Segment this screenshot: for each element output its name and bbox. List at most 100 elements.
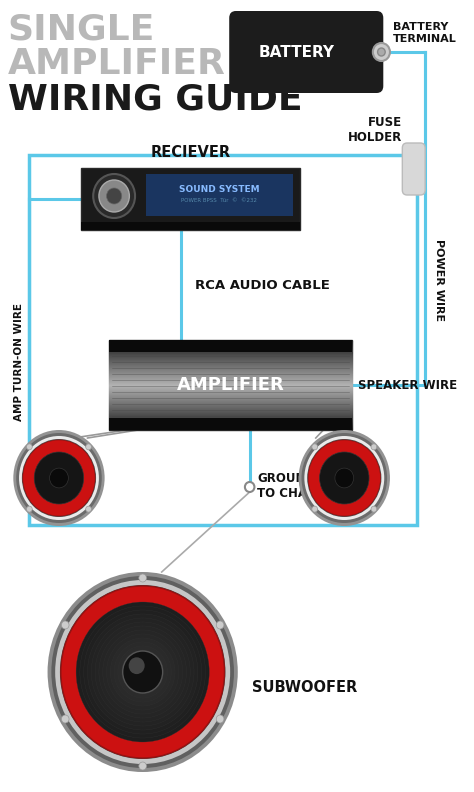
Polygon shape xyxy=(109,379,352,380)
Polygon shape xyxy=(109,417,352,418)
Circle shape xyxy=(84,610,201,734)
Polygon shape xyxy=(109,377,352,378)
Polygon shape xyxy=(109,353,352,354)
Polygon shape xyxy=(109,413,352,414)
Polygon shape xyxy=(109,384,352,385)
Text: BATTERY: BATTERY xyxy=(259,44,335,59)
Polygon shape xyxy=(109,354,352,355)
Circle shape xyxy=(27,444,32,450)
Circle shape xyxy=(93,174,135,218)
Polygon shape xyxy=(109,401,352,402)
Polygon shape xyxy=(109,350,352,351)
Text: POWER BPSS  Tür  ©  ©232: POWER BPSS Tür © ©232 xyxy=(181,197,257,203)
Polygon shape xyxy=(109,399,352,400)
Circle shape xyxy=(118,646,167,698)
Circle shape xyxy=(137,666,148,678)
Circle shape xyxy=(91,618,194,726)
Polygon shape xyxy=(109,414,352,415)
Polygon shape xyxy=(109,363,352,364)
Polygon shape xyxy=(109,408,352,409)
Circle shape xyxy=(133,662,152,682)
Polygon shape xyxy=(109,369,352,370)
Polygon shape xyxy=(109,345,352,346)
Circle shape xyxy=(141,670,145,674)
Polygon shape xyxy=(109,380,352,381)
Polygon shape xyxy=(109,418,352,419)
Polygon shape xyxy=(109,347,352,348)
Text: WIRING GUIDE: WIRING GUIDE xyxy=(8,82,302,116)
Polygon shape xyxy=(109,395,352,396)
Polygon shape xyxy=(109,342,352,343)
Polygon shape xyxy=(109,381,352,382)
Polygon shape xyxy=(109,406,352,407)
Text: AMPLIFIER: AMPLIFIER xyxy=(8,47,226,81)
Text: AMP TURN-ON WIRE: AMP TURN-ON WIRE xyxy=(14,303,24,421)
Polygon shape xyxy=(109,341,352,342)
Circle shape xyxy=(86,444,91,450)
Polygon shape xyxy=(109,412,352,413)
Circle shape xyxy=(61,586,225,758)
Text: SPEAKER WIRE: SPEAKER WIRE xyxy=(357,379,457,391)
Text: GROUND
TO CHASSIS: GROUND TO CHASSIS xyxy=(257,472,337,500)
Polygon shape xyxy=(109,407,352,408)
Circle shape xyxy=(88,614,198,730)
Polygon shape xyxy=(109,356,352,357)
Polygon shape xyxy=(109,371,352,372)
Text: FUSE
HOLDER: FUSE HOLDER xyxy=(348,116,402,144)
Polygon shape xyxy=(109,410,352,411)
Circle shape xyxy=(22,439,96,517)
Circle shape xyxy=(99,626,186,718)
Polygon shape xyxy=(109,405,352,406)
Circle shape xyxy=(123,651,163,693)
Circle shape xyxy=(50,468,68,488)
Polygon shape xyxy=(109,374,352,375)
Polygon shape xyxy=(109,366,352,367)
Polygon shape xyxy=(109,393,352,394)
Circle shape xyxy=(110,638,175,706)
Circle shape xyxy=(378,48,385,56)
Polygon shape xyxy=(109,409,352,410)
Polygon shape xyxy=(109,404,352,405)
FancyBboxPatch shape xyxy=(229,11,383,93)
Text: SUBWOOFER: SUBWOOFER xyxy=(252,680,357,695)
Circle shape xyxy=(16,433,102,523)
Polygon shape xyxy=(109,421,352,422)
Circle shape xyxy=(126,654,160,690)
Circle shape xyxy=(76,602,209,742)
Circle shape xyxy=(107,634,179,710)
Circle shape xyxy=(216,715,224,723)
Circle shape xyxy=(55,580,230,764)
Polygon shape xyxy=(109,429,352,430)
Polygon shape xyxy=(109,368,352,369)
Polygon shape xyxy=(109,424,352,425)
Polygon shape xyxy=(109,402,352,403)
Circle shape xyxy=(23,440,95,516)
Polygon shape xyxy=(109,364,352,365)
Polygon shape xyxy=(109,361,352,362)
Polygon shape xyxy=(109,376,352,377)
Circle shape xyxy=(114,642,171,702)
Polygon shape xyxy=(109,349,352,350)
Polygon shape xyxy=(109,396,352,397)
Circle shape xyxy=(304,436,384,520)
Circle shape xyxy=(13,430,105,526)
Polygon shape xyxy=(109,411,352,412)
Polygon shape xyxy=(109,383,352,384)
Polygon shape xyxy=(109,420,352,421)
Polygon shape xyxy=(109,370,352,371)
Polygon shape xyxy=(109,415,352,416)
Circle shape xyxy=(99,180,129,212)
Polygon shape xyxy=(109,357,352,358)
Polygon shape xyxy=(109,400,352,401)
Bar xyxy=(109,340,352,352)
Circle shape xyxy=(19,436,99,520)
Circle shape xyxy=(27,506,32,512)
Circle shape xyxy=(95,622,190,722)
Circle shape xyxy=(107,188,122,204)
Circle shape xyxy=(62,715,69,723)
Circle shape xyxy=(139,574,146,582)
Polygon shape xyxy=(109,422,352,423)
Polygon shape xyxy=(109,373,352,374)
Circle shape xyxy=(335,468,354,488)
Polygon shape xyxy=(109,394,352,395)
